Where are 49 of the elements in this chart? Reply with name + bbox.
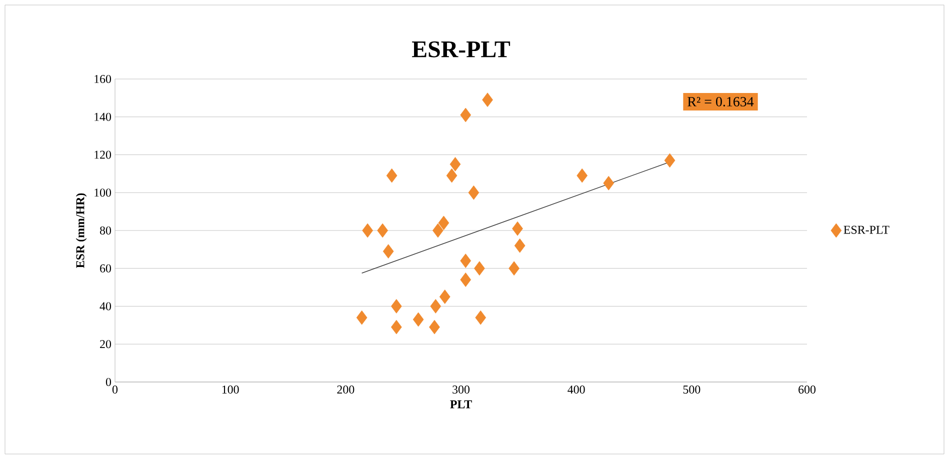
- y-tick-label: 100: [94, 188, 112, 197]
- y-tick-label: 40: [100, 302, 112, 310]
- point: [390, 299, 402, 314]
- point: [664, 153, 676, 168]
- point: [603, 176, 614, 190]
- point: [450, 157, 461, 172]
- chart-title: ESR-PLT: [412, 41, 510, 58]
- point: [382, 244, 394, 258]
- x-tick-label: 500: [683, 386, 700, 394]
- point: [512, 221, 523, 236]
- point: [514, 238, 526, 253]
- legend-label: ESR-PLT: [844, 226, 890, 234]
- y-tick-label: 20: [100, 340, 112, 348]
- x-tick-label: 400: [568, 386, 585, 394]
- point: [460, 108, 472, 122]
- point: [430, 299, 442, 314]
- x-tick-label: 300: [452, 386, 470, 394]
- point: [576, 168, 588, 183]
- point: [377, 223, 388, 238]
- point: [438, 216, 450, 230]
- y-tick-label: 80: [100, 226, 112, 235]
- annotation: R² = 0.1634: [688, 96, 754, 106]
- x-tick-label: 200: [337, 386, 354, 394]
- point: [482, 92, 493, 107]
- point: [508, 261, 520, 276]
- y-tick-label: 0: [106, 378, 112, 386]
- point: [386, 168, 398, 183]
- point: [429, 320, 440, 334]
- point: [390, 320, 402, 334]
- y-tick-label: 60: [100, 264, 112, 272]
- y-axis-title: ESR (mm/HR): [76, 193, 87, 268]
- point: [362, 223, 374, 238]
- y-tick-label: 120: [94, 150, 112, 159]
- x-tick-label: 600: [798, 386, 816, 394]
- point: [460, 254, 472, 268]
- point: [446, 168, 458, 183]
- point: [460, 272, 472, 287]
- x-tick-label: 100: [222, 386, 239, 394]
- point: [439, 290, 450, 304]
- point: [432, 223, 444, 238]
- y-tick-label: 140: [94, 112, 112, 121]
- point: [475, 310, 486, 325]
- x-axis-title: PLT: [450, 400, 472, 408]
- point: [412, 312, 424, 327]
- y-tick-label: 160: [94, 74, 112, 84]
- x-tick-label: 0: [112, 386, 118, 394]
- point: [468, 185, 480, 200]
- point: [356, 310, 368, 325]
- point: [474, 261, 485, 276]
